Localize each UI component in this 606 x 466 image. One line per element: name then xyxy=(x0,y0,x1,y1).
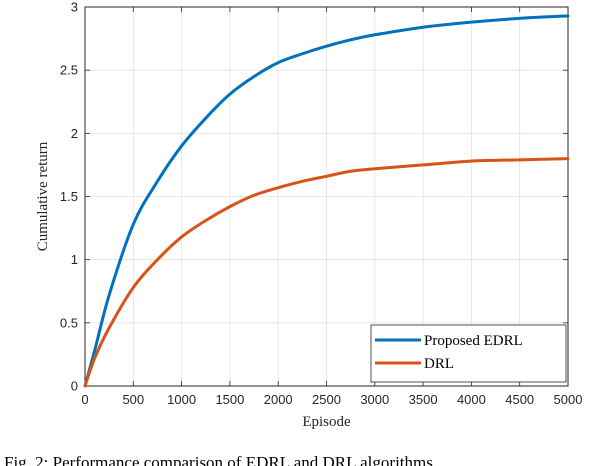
x-axis-label: Episode xyxy=(302,414,351,430)
x-tick-label: 4500 xyxy=(505,392,534,407)
series-group xyxy=(83,14,570,388)
legend-entry-proposed-edrl: Proposed EDRL xyxy=(424,333,523,349)
series-line-drl xyxy=(83,157,570,388)
series-line-proposed-edrl xyxy=(83,14,570,388)
x-tick-label: 2500 xyxy=(312,392,341,407)
axis-ticks: 0 500 1000 1500 2000 2500 3000 3500 4000 4500 5000… xyxy=(60,0,583,407)
grid xyxy=(85,7,568,386)
y-tick-label: 2.5 xyxy=(60,63,78,78)
y-tick-label: 1.5 xyxy=(60,189,78,204)
x-tick-label: 500 xyxy=(122,392,144,407)
y-tick-label: 0 xyxy=(71,379,78,394)
x-tick-label: 4000 xyxy=(457,392,486,407)
y-axis-label: Cumulative return xyxy=(35,141,51,251)
x-tick-label: 2000 xyxy=(264,392,293,407)
y-tick-label: 1 xyxy=(71,252,78,267)
x-tick-label: 5000 xyxy=(554,392,583,407)
x-tick-label: 1000 xyxy=(167,392,196,407)
legend: Proposed EDRL DRL xyxy=(370,324,567,383)
y-tick-label: 2 xyxy=(71,126,78,141)
figure-caption: Fig. 2: Performance comparison of EDRL a… xyxy=(4,453,433,466)
legend-entry-drl: DRL xyxy=(424,356,454,372)
x-tick-label: 0 xyxy=(81,392,88,407)
x-tick-label: 3000 xyxy=(360,392,389,407)
x-tick-label: 3500 xyxy=(409,392,438,407)
y-tick-label: 3 xyxy=(71,0,78,15)
legend-box xyxy=(370,324,567,383)
y-tick-label: 0.5 xyxy=(60,315,78,330)
x-tick-label: 1500 xyxy=(215,392,244,407)
